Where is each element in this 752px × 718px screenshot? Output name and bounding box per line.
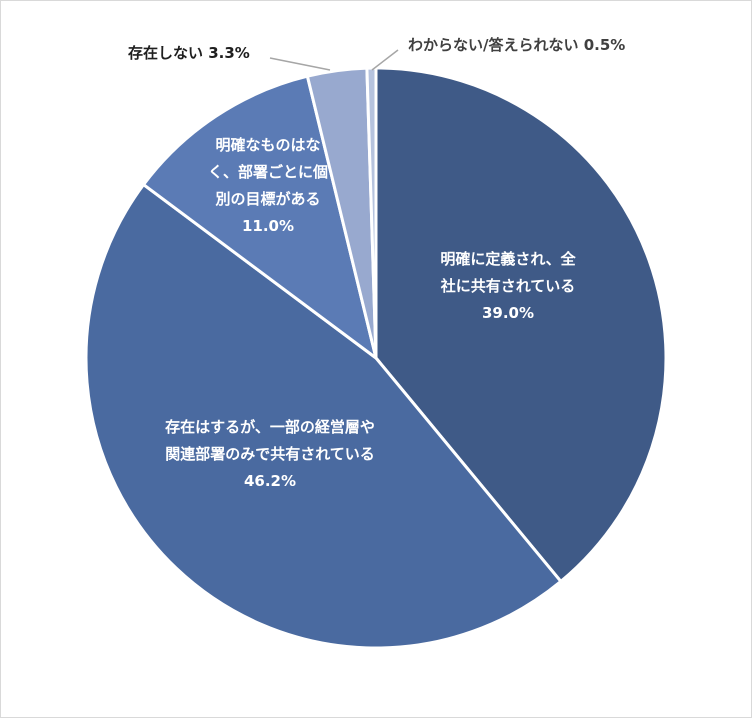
slice-label-4: 存在しない 3.3% [128, 44, 250, 62]
leader-line-4 [269, 57, 331, 71]
pie-slice-2 [84, 182, 563, 650]
leader-line-5 [371, 49, 399, 71]
slice-label-line: 存在はするが、一部の経営層や [165, 418, 375, 436]
leader-lines [269, 49, 399, 71]
pie-slice-3 [141, 74, 379, 362]
slice-label-2: 存在はするが、一部の経営層や関連部署のみで共有されている 46.2% [165, 418, 375, 490]
slice-label-line: 別の目標がある [214, 190, 320, 208]
slice-value-label: 39.0% [482, 304, 534, 322]
pie-slice-5 [365, 66, 378, 359]
slice-label-line: 明確に定義され、全 [440, 250, 576, 268]
slice-label-line: く、部署ごとに個 [208, 163, 328, 181]
pie-slices [84, 66, 668, 650]
slice-label-3: 明確なものはなく、部署ごとに個別の目標がある 11.0% [208, 136, 328, 235]
slice-label-line: わからない/答えられない 0.5% [408, 36, 625, 54]
slice-labels: 明確に定義され、全社に共有されている 39.0% 存在はするが、一部の経営層や関連部… [128, 36, 625, 490]
slice-label-line: 明確なものはな [215, 136, 320, 154]
slice-label-5: わからない/答えられない 0.5% [408, 36, 625, 54]
slice-label-line: 存在しない 3.3% [128, 44, 250, 62]
pie-slice-1 [374, 66, 668, 584]
slice-value-label: 11.0% [242, 217, 294, 235]
slice-value-label: 46.2% [244, 472, 296, 490]
slice-label-line: 社に共有されている [440, 277, 576, 295]
slice-label-line: 関連部署のみで共有されている [165, 445, 375, 463]
slice-label-1: 明確に定義され、全社に共有されている 39.0% [440, 250, 577, 322]
